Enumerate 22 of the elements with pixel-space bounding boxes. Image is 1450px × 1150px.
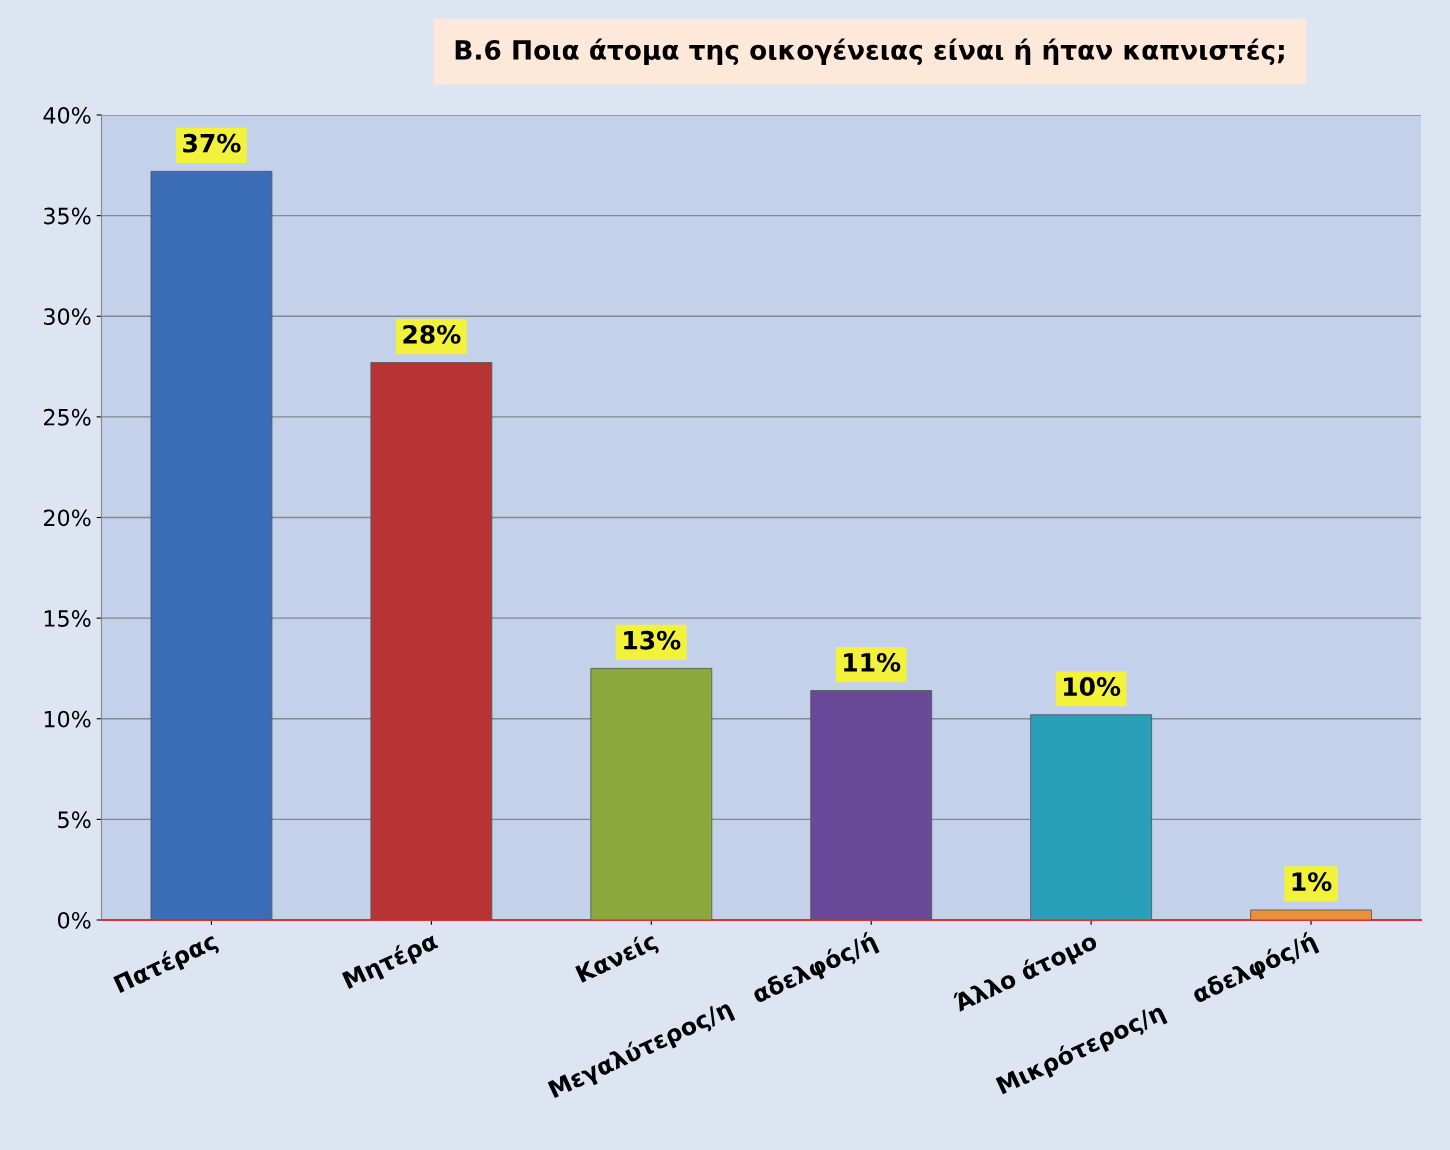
bar [810, 690, 933, 920]
y-tick-label: 30% [44, 308, 91, 326]
data-label: 37% [183, 133, 241, 153]
y-tick-label: 25% [44, 408, 91, 426]
y-tick-label: 40% [43, 106, 91, 124]
bar [590, 668, 713, 920]
y-tick-label: 5% [58, 811, 91, 829]
chart-title: Β.6 Ποια άτομα της οικογένειας είναι ή ήταν καπνιστές; [455, 38, 1284, 66]
data-label: 11% [844, 652, 901, 672]
y-tick-label: 35% [44, 207, 91, 225]
bar [1250, 909, 1372, 920]
y-tick-label: 15% [44, 610, 91, 627]
bar [370, 362, 493, 920]
y-tick-label: 0% [57, 911, 91, 929]
data-label: 13% [624, 630, 681, 650]
data-label: 10% [1064, 677, 1121, 696]
data-label: 28% [403, 324, 461, 344]
bar [150, 170, 273, 920]
y-tick-label: 10% [44, 710, 91, 728]
data-label: 1% [1292, 872, 1332, 892]
y-tick-label: 20% [44, 509, 91, 527]
bar [1030, 714, 1153, 920]
